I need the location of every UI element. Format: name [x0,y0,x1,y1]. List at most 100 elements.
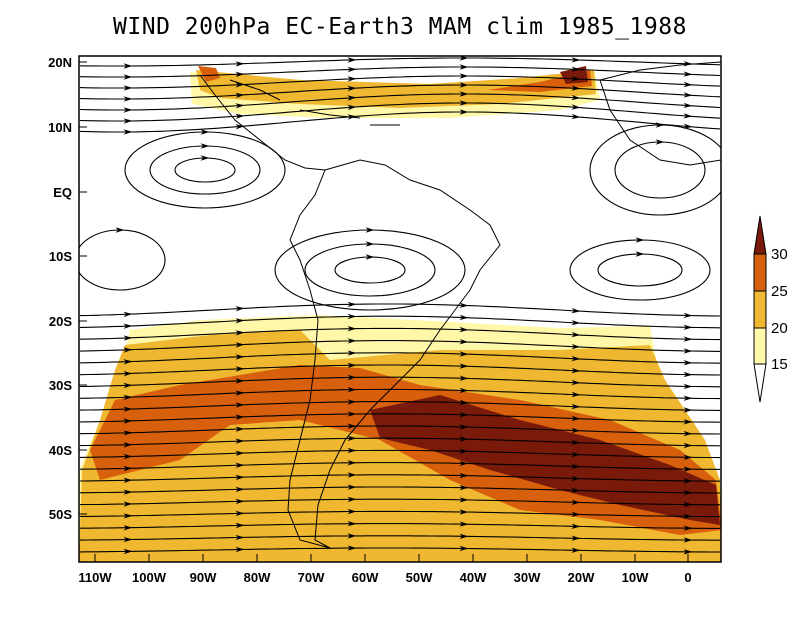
circulation-loop-10 [79,229,166,291]
streamline-arrow-20-62 [571,463,581,470]
streamline-arrow-17-34 [347,423,357,429]
circulation-arrow-7 [655,139,665,145]
streamline-arrow-5-76 [683,113,693,119]
circulation-arrow-6 [655,122,665,128]
streamline-arrow-12-20 [235,366,245,372]
streamline-arrow-17-62 [571,427,581,434]
streamline-arrow-18-34 [347,435,357,442]
streamline-arrow-10-34 [347,338,357,344]
streamline-arrow-4-6 [123,107,133,113]
streamline-12 [79,364,721,376]
streamline-arrow-21-62 [571,475,581,482]
streamline-arrow-19-6 [123,453,133,460]
streamline-arrow-0-6 [123,63,133,69]
map-title: WIND 200hPa EC-Earth3 MAM clim 1985_1988 [113,14,687,40]
streamline-arrow-16-48 [459,412,469,418]
streamline-arrow-13-48 [459,375,469,381]
streamline-arrow-6-48 [459,109,469,115]
streamline-arrow-19-76 [683,454,693,460]
lat-label-10n: 10N [48,120,72,135]
lon-label-90w: 90W [190,570,217,585]
streamline-arrow-20-20 [235,462,245,468]
streamline-arrow-2-62 [571,76,581,82]
streamline-arrow-20-48 [459,460,469,466]
streamline-arrow-0-34 [347,57,357,63]
streamline-arrow-1-76 [683,71,693,77]
lon-label-30w: 30W [514,570,541,585]
streamline-arrow-5-6 [123,118,133,124]
lon-label-20w: 20W [568,570,595,585]
streamline-17 [79,425,721,435]
streamline-arrow-6-20 [235,124,245,130]
streamline-arrow-0-62 [571,57,581,63]
lon-label-50w: 50W [406,570,433,585]
streamline-3 [79,84,721,100]
streamline-arrow-19-34 [347,447,357,454]
streamline-arrow-23-76 [683,501,693,508]
streamline-arrow-27-34 [347,545,357,551]
streamline-arrow-10-76 [683,348,693,354]
streamline-arrow-21-6 [123,477,133,483]
streamline-10 [79,340,721,352]
streamline-arrow-9-48 [459,326,469,333]
lat-label-50s: 50S [49,507,72,522]
streamline-arrow-27-76 [683,549,693,555]
streamline-arrow-10-48 [459,339,469,345]
streamline-arrow-24-76 [683,513,693,520]
streamline-arrow-16-76 [683,419,693,425]
streamline-18 [79,437,721,447]
streamline-arrow-13-34 [347,374,357,381]
streamline-arrow-13-6 [123,382,133,389]
streamline-arrow-9-34 [347,326,357,332]
streamline-arrow-12-62 [571,367,581,374]
lat-label-20s: 20S [49,314,72,329]
streamline-arrow-11-62 [571,355,581,362]
streamline-arrow-1-34 [347,66,357,73]
streamline-arrow-16-6 [123,418,133,424]
streamline-arrow-25-76 [683,525,693,531]
streamline-arrow-26-76 [683,537,693,543]
streamline-23 [79,498,720,506]
lat-label-30s: 30S [49,378,72,393]
streamline-arrow-21-76 [683,478,693,484]
streamline-arrow-25-62 [571,523,581,529]
streamline-arrow-5-34 [347,104,357,111]
lon-ticks [94,554,689,562]
streamline-arrow-23-34 [347,496,357,503]
streamline-arrow-9-20 [235,330,245,336]
colorbar-label-25: 25 [771,283,788,300]
streamline-arrow-3-34 [347,85,357,92]
shade-north-25 [198,66,592,92]
streamline-5 [79,102,721,122]
streamline-arrow-2-20 [235,82,245,88]
circulation-loop-4 [304,243,436,297]
streamline-arrow-0-20 [235,61,245,67]
lon-label-110w: 110W [78,570,112,585]
streamline-arrow-5-48 [459,100,469,106]
streamline-arrow-5-20 [235,113,245,119]
colorbar-label-15: 15 [771,356,788,373]
streamline-arrows [115,56,693,555]
streamline-arrow-24-48 [459,509,469,515]
streamline-arrow-4-76 [683,102,693,108]
streamline-arrow-25-6 [123,525,133,531]
streamline-arrow-3-76 [683,92,693,98]
streamline-arrow-6-76 [683,123,693,129]
lat-label-20n: 20N [48,55,72,70]
streamline-arrow-10-62 [571,343,581,350]
streamline-arrow-18-76 [683,442,693,449]
coast-africa [599,61,721,166]
lon-label-40w: 40W [460,570,487,585]
streamline-arrow-11-34 [347,350,357,356]
streamline-arrow-18-6 [123,442,133,448]
streamline-20 [79,462,721,470]
streamline-arrow-4-48 [459,91,469,97]
streamline-arrow-18-62 [571,439,581,446]
streamline-9 [79,327,721,341]
streamline-arrow-15-48 [459,399,469,406]
colorbar-top-triangle [753,215,767,255]
colorbar-seg-25-30 [753,253,767,292]
circulation-loop-1 [149,145,261,195]
circulation-arrow-5 [365,254,375,260]
